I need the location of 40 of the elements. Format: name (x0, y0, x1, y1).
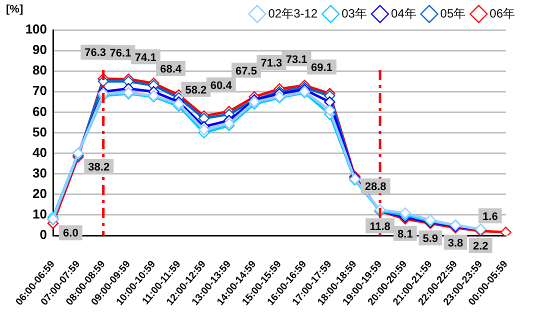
data-label: 60.4 (210, 80, 233, 92)
legend-label: 05年 (440, 6, 466, 20)
point (198, 112, 210, 124)
data-label: 3.8 (448, 237, 464, 250)
data-label: 74.1 (134, 52, 156, 64)
legend-label: 06年 (490, 6, 516, 20)
y-tick-label: 40 (32, 144, 48, 160)
data-label: 69.1 (311, 62, 332, 74)
y-tick-label: 80 (32, 62, 48, 78)
legend-label: 03年 (342, 6, 367, 20)
data-label: 76.3 (84, 47, 106, 60)
data-label: 1.6 (482, 210, 498, 223)
data-label: 11.8 (370, 220, 390, 233)
data-label: 58.2 (185, 84, 207, 96)
data-label: 38.2 (88, 162, 110, 174)
data-label: 67.5 (236, 65, 257, 78)
y-tick-label: 0 (40, 227, 48, 242)
y-tick-label: 60 (32, 104, 48, 119)
data-label: 73.1 (286, 54, 308, 66)
y-tick-label: 20 (32, 186, 48, 202)
point (198, 124, 210, 136)
legend-label: 02年3-12 (268, 6, 318, 20)
y-tick-label: 30 (32, 165, 48, 180)
point (324, 104, 336, 116)
y-tick-label: 70 (32, 83, 48, 98)
data-label: 6.0 (63, 228, 78, 240)
data-label: 28.8 (364, 180, 386, 193)
data-label: 68.4 (160, 63, 182, 76)
data-label: 2.2 (473, 240, 488, 253)
y-tick-label: 90 (32, 42, 48, 58)
y-tick-label: 50 (32, 124, 48, 140)
point (500, 226, 512, 236)
data-label: 71.3 (260, 58, 282, 70)
data-label: 76.1 (110, 48, 132, 60)
y-axis-title: [%] (6, 4, 24, 16)
y-tick-label: 100 (25, 22, 48, 37)
data-label: 8.1 (398, 228, 413, 240)
data-label: 5.9 (422, 232, 438, 245)
legend-label: 04年 (390, 6, 416, 20)
y-tick-label: 10 (32, 206, 48, 222)
